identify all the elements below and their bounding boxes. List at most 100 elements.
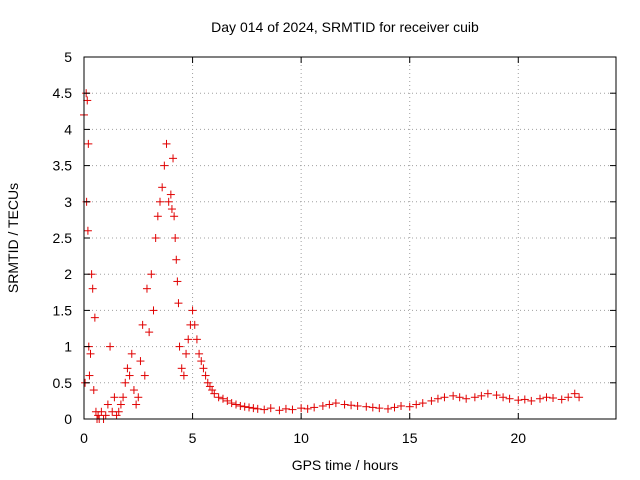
data-point <box>203 378 212 387</box>
chart-title: Day 014 of 2024, SRMTID for receiver cui… <box>211 19 479 35</box>
y-axis-label: SRMTID / TECUs <box>5 183 21 293</box>
y-tick-label: 0.5 <box>53 375 73 391</box>
data-point <box>151 234 160 242</box>
data-point <box>169 154 178 163</box>
data-point <box>129 386 138 395</box>
data-point <box>412 400 421 409</box>
data-point <box>166 190 175 199</box>
grid-layer <box>84 57 616 419</box>
data-point <box>240 402 249 411</box>
data-point <box>427 396 436 405</box>
y-tick-label: 2.5 <box>53 230 73 246</box>
data-point <box>171 234 180 242</box>
data-point <box>84 139 93 148</box>
data-point <box>340 400 349 409</box>
data-point <box>353 401 362 410</box>
data-point <box>132 400 141 409</box>
data-point <box>97 407 106 416</box>
data-point <box>557 395 566 404</box>
data-point <box>103 400 112 409</box>
data-point <box>172 255 181 264</box>
data-point <box>260 405 269 414</box>
y-tick-label: 3 <box>64 194 72 210</box>
data-point <box>160 161 169 170</box>
data-point <box>418 399 427 408</box>
data-point <box>390 403 399 412</box>
data-point <box>440 393 449 402</box>
data-point <box>88 284 97 293</box>
y-tick-label: 4 <box>64 121 72 137</box>
data-point <box>449 391 458 400</box>
data-point <box>106 342 115 351</box>
data-point <box>101 411 110 420</box>
data-point <box>310 403 319 412</box>
data-point <box>195 349 204 358</box>
data-point <box>347 401 356 410</box>
data-point <box>119 393 128 402</box>
data-point <box>199 364 208 373</box>
data-point <box>514 396 523 405</box>
data-point <box>167 205 176 214</box>
data-point <box>368 403 377 412</box>
data-point <box>127 349 136 358</box>
data-point <box>570 389 579 398</box>
data-point <box>245 403 254 412</box>
data-point <box>164 197 173 206</box>
data-point <box>492 391 501 400</box>
x-tick-label: 15 <box>402 430 418 446</box>
data-point <box>125 371 134 380</box>
data-point <box>549 394 558 403</box>
data-point <box>362 402 371 411</box>
data-point <box>153 212 162 221</box>
data-point <box>145 328 154 337</box>
data-point <box>536 394 544 403</box>
data-point <box>384 404 392 413</box>
data-point <box>201 371 210 380</box>
x-tick-label: 20 <box>510 430 526 446</box>
data-point <box>110 393 119 402</box>
data-point <box>218 394 227 403</box>
data-point <box>94 411 103 420</box>
points-layer <box>80 89 584 423</box>
data-point <box>223 396 232 405</box>
data-point <box>331 399 340 408</box>
data-point <box>175 342 184 351</box>
data-point <box>197 357 206 366</box>
data-point <box>142 284 151 293</box>
data-point <box>405 402 414 411</box>
data-point <box>520 395 529 404</box>
data-point <box>208 386 217 395</box>
data-point <box>190 320 199 329</box>
data-point <box>162 139 171 148</box>
data-point <box>455 393 464 402</box>
data-point <box>210 389 219 398</box>
x-tick-label: 0 <box>80 430 88 446</box>
data-point <box>182 349 191 358</box>
data-point <box>266 404 275 413</box>
y-tick-label: 2 <box>64 266 72 282</box>
y-tick-label: 1.5 <box>53 302 73 318</box>
data-point <box>483 389 492 398</box>
data-point <box>297 404 306 413</box>
data-point <box>136 357 145 366</box>
ticks-layer: 0 0.5 1 1.5 2 2.5 3 3.5 4 4.5 5 0 5 10 15 20 <box>53 49 616 446</box>
data-point <box>121 378 130 387</box>
data-point <box>462 394 471 403</box>
y-tick-label: 0 <box>64 411 72 427</box>
data-point <box>156 197 164 206</box>
y-tick-label: 3.5 <box>53 158 73 174</box>
data-point <box>397 401 406 410</box>
data-point <box>470 393 479 402</box>
data-point <box>158 183 167 192</box>
y-tick-label: 4.5 <box>53 85 73 101</box>
data-point <box>184 335 193 344</box>
y-tick-label: 1 <box>64 339 72 355</box>
x-tick-label: 5 <box>189 430 197 446</box>
data-point <box>188 306 197 315</box>
data-point <box>170 212 179 221</box>
data-point <box>173 277 182 286</box>
data-point <box>112 411 121 420</box>
data-point <box>249 404 258 413</box>
